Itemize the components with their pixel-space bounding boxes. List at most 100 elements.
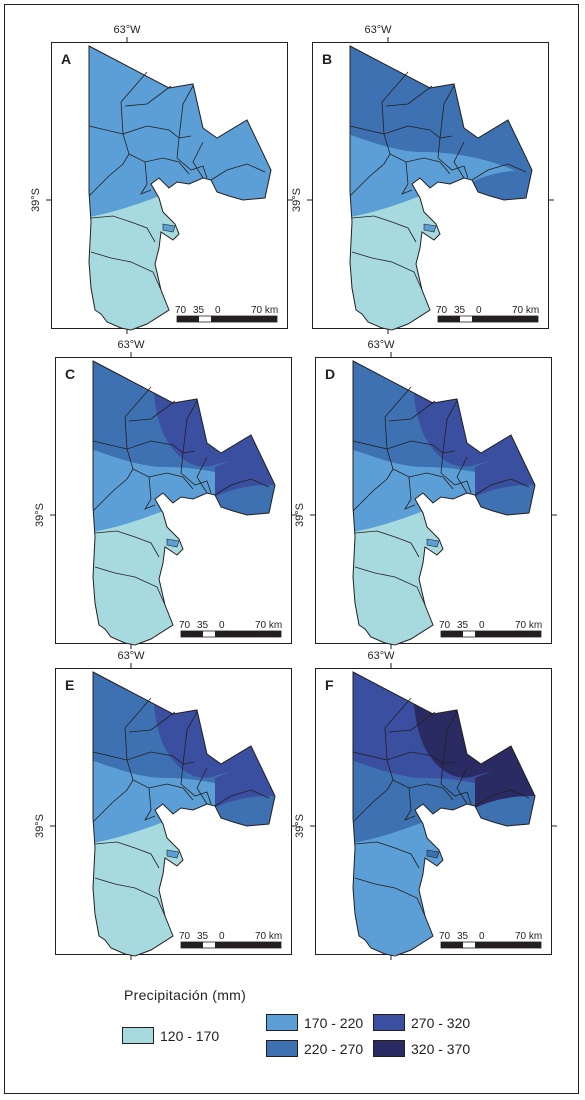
partido-boundary — [453, 141, 465, 179]
latitude-label: 39°S — [291, 188, 303, 212]
partido-boundary — [385, 85, 433, 107]
legend-swatch — [122, 1027, 154, 1044]
partido-boundary — [354, 877, 426, 917]
partido-boundary — [440, 763, 472, 805]
panel-letter: A — [61, 51, 71, 67]
longitude-label: 63°W — [117, 339, 145, 351]
partido-boundary — [92, 779, 134, 823]
panel-letter: E — [65, 677, 74, 693]
map-panel-d: D 70 35 0 70 km 63°W 39°S — [294, 339, 557, 649]
zone-east-top — [215, 770, 275, 808]
partido-boundary — [128, 711, 176, 733]
map-svg: D 70 35 0 70 km 63°W 39°S — [294, 339, 557, 649]
partido-boundary — [92, 468, 134, 512]
figure-frame — [4, 4, 579, 1094]
map-svg: E 70 35 0 70 km 63°W 39°S — [34, 650, 297, 960]
partido-boundary — [178, 85, 194, 139]
longitude-label: 63°W — [367, 339, 395, 351]
map-svg: F 70 35 0 70 km 63°W 39°S — [294, 650, 557, 960]
map-svg: A 70 35 0 70 km 63°W 39°S — [30, 24, 293, 334]
partido-boundary — [94, 530, 160, 558]
partido-boundary — [92, 440, 196, 454]
scale-tick-label: 0 — [479, 931, 485, 942]
scale-tick-label: 70 km — [255, 931, 282, 942]
longitude-label: 63°W — [117, 650, 145, 662]
partido-boundary — [349, 153, 391, 197]
scale-tick-label: 70 km — [512, 305, 539, 316]
latitude-label: 39°S — [34, 503, 46, 527]
partido-boundary — [182, 400, 198, 454]
map-panel-e: E 70 35 0 70 km 63°W 39°S — [34, 650, 297, 960]
map-panel-b: B 70 35 0 70 km 63°W 39°S — [291, 24, 554, 334]
scale-tick-label: 70 km — [255, 620, 282, 631]
latitude-label: 39°S — [294, 814, 306, 838]
scale-tick-label: 70 — [436, 305, 448, 316]
partido-boundary — [440, 452, 472, 494]
scale-tick-label: 0 — [219, 620, 225, 631]
scale-tick-label: 0 — [479, 620, 485, 631]
map-panel-f: F 70 35 0 70 km 63°W 39°S — [294, 650, 557, 960]
partido-boundary — [124, 697, 152, 761]
partido-boundary — [439, 85, 455, 139]
partido-boundary — [90, 215, 156, 243]
legend-label: 320 - 370 — [411, 1041, 471, 1057]
partido-boundary — [120, 71, 148, 135]
scale-tick-label: 0 — [476, 305, 482, 316]
scale-tick-label: 35 — [197, 620, 209, 631]
partido-boundary — [401, 161, 413, 195]
partido-boundary — [352, 751, 456, 765]
province-outline — [349, 45, 533, 331]
partido-boundary — [442, 400, 458, 454]
scale-tick-label: 70 — [179, 931, 191, 942]
partido-boundary — [351, 251, 423, 291]
scale-tick-label: 0 — [215, 305, 221, 316]
partido-boundary — [180, 452, 212, 494]
partido-boundary — [352, 468, 394, 512]
partido-boundary — [471, 163, 527, 181]
map-svg: C 70 35 0 70 km 63°W 39°S — [34, 339, 297, 649]
partido-boundary — [94, 566, 166, 606]
partido-boundary — [124, 386, 152, 450]
partido-boundary — [456, 767, 468, 805]
legend-title: Precipitación (mm) — [124, 987, 247, 1003]
partido-boundary — [126, 759, 194, 801]
map-panel-c: C 70 35 0 70 km 63°W 39°S — [34, 339, 297, 649]
map-panel-a: A 70 35 0 70 km 63°W 39°S — [30, 24, 293, 334]
legend-swatch — [266, 1040, 298, 1057]
partido-boundary — [126, 448, 194, 490]
province-outline — [92, 671, 276, 957]
legend-label: 220 - 270 — [304, 1041, 364, 1057]
partido-boundary — [354, 530, 420, 558]
partido-boundary — [384, 697, 412, 761]
scale-tick-label: 70 km — [515, 620, 542, 631]
partido-boundary — [404, 476, 416, 510]
panel-letter: D — [325, 366, 335, 382]
partido-boundary — [352, 440, 456, 454]
latitude-label: 39°S — [294, 503, 306, 527]
partido-boundary — [88, 153, 130, 197]
legend-swatch — [373, 1014, 405, 1031]
partido-boundary — [214, 789, 270, 807]
partido-boundary — [351, 215, 417, 243]
partido-boundary — [352, 779, 394, 823]
partido-boundary — [182, 711, 198, 765]
partido-boundary — [474, 789, 530, 807]
partido-boundary — [388, 400, 436, 422]
legend-label: 170 - 220 — [304, 1015, 364, 1031]
zone-east-top — [475, 459, 535, 497]
zone-east-top — [475, 770, 535, 808]
partido-boundary — [90, 251, 162, 291]
province-outline — [92, 360, 276, 646]
partido-boundary — [386, 759, 454, 801]
partido-boundary — [140, 161, 152, 195]
partido-boundary — [214, 478, 270, 496]
longitude-label: 63°W — [113, 24, 141, 36]
latitude-label: 39°S — [30, 188, 42, 212]
partido-boundary — [474, 478, 530, 496]
partido-boundary — [92, 751, 196, 765]
latitude-label: 39°S — [34, 814, 46, 838]
partido-boundary — [383, 133, 451, 175]
panel-letter: C — [65, 366, 75, 382]
scale-tick-label: 70 km — [515, 931, 542, 942]
panel-letter: F — [325, 677, 334, 693]
